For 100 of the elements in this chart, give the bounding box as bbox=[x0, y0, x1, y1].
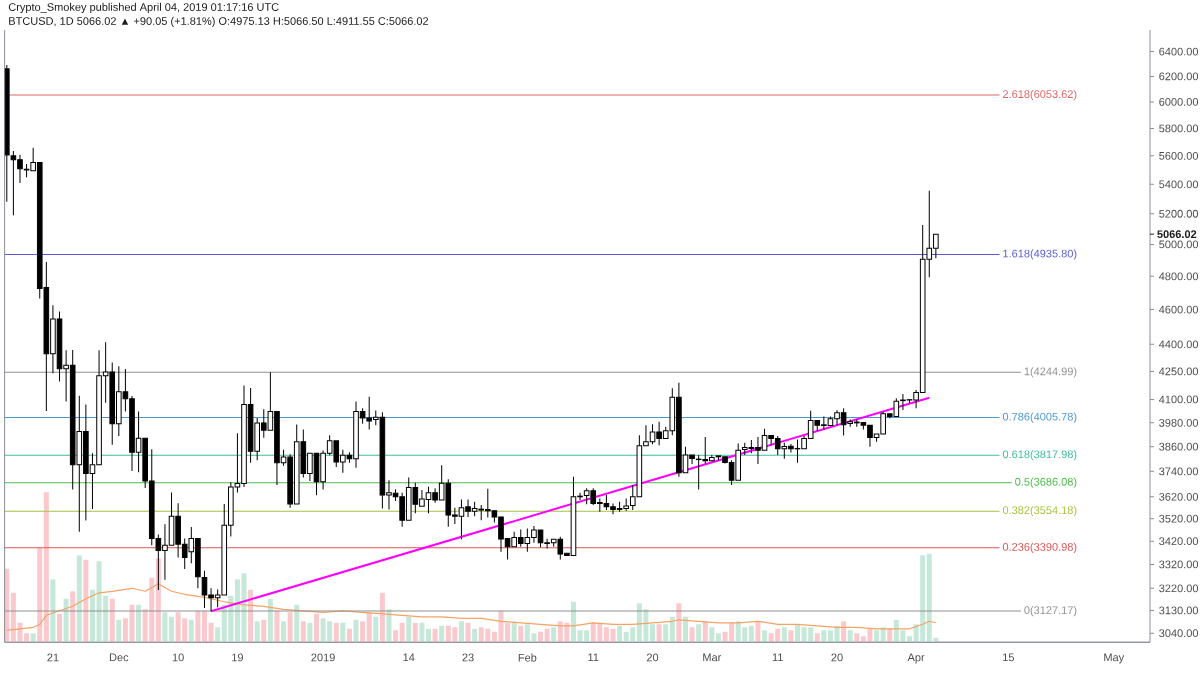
bar bbox=[426, 628, 432, 643]
y-tick-label: 3980.00 bbox=[1159, 418, 1199, 427]
bar bbox=[748, 625, 754, 643]
bar bbox=[57, 613, 63, 643]
bar bbox=[195, 610, 201, 643]
bar bbox=[30, 633, 36, 643]
bar bbox=[505, 622, 511, 643]
x-tick-label: 20 bbox=[831, 653, 843, 662]
bar bbox=[50, 579, 56, 643]
bar bbox=[116, 619, 122, 643]
y-tick-label: 3860.00 bbox=[1159, 442, 1199, 451]
bar bbox=[136, 604, 142, 643]
bar bbox=[762, 630, 768, 643]
bar bbox=[715, 633, 721, 643]
y-tick-label: 6000.00 bbox=[1159, 98, 1199, 106]
bar bbox=[551, 627, 557, 643]
bar bbox=[234, 579, 240, 643]
x-tick-label: 10 bbox=[172, 653, 184, 662]
bar bbox=[847, 630, 853, 643]
bar bbox=[794, 624, 800, 643]
x-tick-label: Dec bbox=[109, 653, 129, 662]
bar bbox=[76, 555, 82, 643]
bar bbox=[63, 598, 69, 643]
bar bbox=[162, 612, 168, 643]
bar bbox=[827, 630, 833, 643]
bar bbox=[702, 621, 708, 643]
y-tick-label: 3320.00 bbox=[1159, 560, 1199, 569]
bar bbox=[294, 604, 300, 643]
bar bbox=[570, 601, 576, 643]
bar bbox=[241, 573, 247, 643]
y-tick-label: 4800.00 bbox=[1158, 272, 1199, 281]
bar bbox=[676, 603, 682, 643]
bar bbox=[281, 621, 287, 643]
y-tick-label: 5800.00 bbox=[1159, 124, 1199, 133]
bar bbox=[834, 625, 840, 643]
bar bbox=[393, 630, 399, 643]
bar bbox=[709, 627, 715, 643]
x-tick-label: 11 bbox=[588, 653, 599, 662]
bar bbox=[169, 616, 175, 643]
bar bbox=[472, 628, 478, 643]
bar bbox=[340, 622, 346, 643]
y-tick-label: 4400.00 bbox=[1158, 340, 1199, 349]
bar bbox=[689, 627, 695, 643]
bar bbox=[353, 619, 359, 643]
bar bbox=[465, 622, 471, 643]
bar bbox=[617, 625, 623, 643]
bar bbox=[215, 627, 221, 643]
y-tick-label: 3040.00 bbox=[1159, 629, 1199, 638]
bar bbox=[208, 622, 214, 643]
ref-line-label: 1(4244.99) bbox=[1024, 367, 1077, 378]
y-tick-label: 5400.00 bbox=[1159, 180, 1199, 189]
y-tick-label: 5200.00 bbox=[1159, 209, 1199, 218]
bar bbox=[814, 633, 820, 643]
bar bbox=[412, 622, 418, 643]
bar bbox=[781, 627, 787, 643]
x-tick-label: May bbox=[1104, 653, 1125, 664]
bar bbox=[406, 616, 412, 643]
y-tick-label: 3420.00 bbox=[1159, 537, 1199, 546]
x-tick-label: 21 bbox=[47, 653, 59, 662]
ref-line-label: 0(3127.17) bbox=[1024, 605, 1077, 617]
y-tick-label: 3520.00 bbox=[1159, 514, 1199, 523]
ref-line-label: 0.382(3554.18) bbox=[1002, 506, 1077, 517]
bar bbox=[419, 622, 425, 643]
bar bbox=[373, 616, 379, 643]
bar bbox=[669, 616, 675, 643]
bar bbox=[663, 624, 669, 643]
y-tick-label: 4600.00 bbox=[1158, 305, 1199, 314]
bar bbox=[366, 612, 372, 643]
y-tick-label: 5600.00 bbox=[1159, 151, 1199, 160]
y-tick-label: 4100.00 bbox=[1158, 395, 1199, 404]
x-tick-label: Apr bbox=[907, 653, 925, 664]
ref-line-label: 1.618(4935.80) bbox=[1003, 249, 1077, 260]
bar bbox=[37, 547, 43, 643]
bar bbox=[439, 625, 445, 643]
bar bbox=[696, 624, 702, 643]
bar bbox=[346, 628, 352, 643]
bar bbox=[379, 592, 385, 643]
y-tick-label: 4250.00 bbox=[1158, 367, 1199, 376]
bar bbox=[432, 628, 438, 643]
bar bbox=[43, 492, 49, 643]
bar bbox=[788, 630, 794, 643]
bar bbox=[254, 621, 260, 643]
bar bbox=[109, 598, 115, 643]
ref-line-label: 0.5(3686.08) bbox=[1015, 477, 1077, 488]
bar bbox=[333, 622, 339, 643]
x-tick-label: 11 bbox=[772, 653, 783, 662]
bar bbox=[261, 619, 267, 643]
bar bbox=[544, 628, 550, 643]
bar bbox=[907, 636, 913, 643]
bar bbox=[874, 630, 880, 643]
bar bbox=[267, 598, 273, 643]
bar bbox=[274, 610, 280, 643]
bar bbox=[386, 609, 392, 643]
chart-title: Crypto_Smokey published April 04, 2019 01:17:16 UTC bbox=[8, 2, 279, 14]
x-tick-label: 15 bbox=[1003, 653, 1014, 662]
chart-subtitle: BTCUSD, 1D 5066.02 ▲ +90.05 (+1.81%) O:4975.13 H:5066.50 L:4911.55 C:5066.02 bbox=[9, 16, 429, 28]
y-tick-label: 3620.00 bbox=[1159, 492, 1199, 501]
text: 5066.02 bbox=[1157, 230, 1197, 239]
x-tick-label: 14 bbox=[403, 653, 415, 662]
y-tick-label: 3220.00 bbox=[1159, 584, 1199, 593]
